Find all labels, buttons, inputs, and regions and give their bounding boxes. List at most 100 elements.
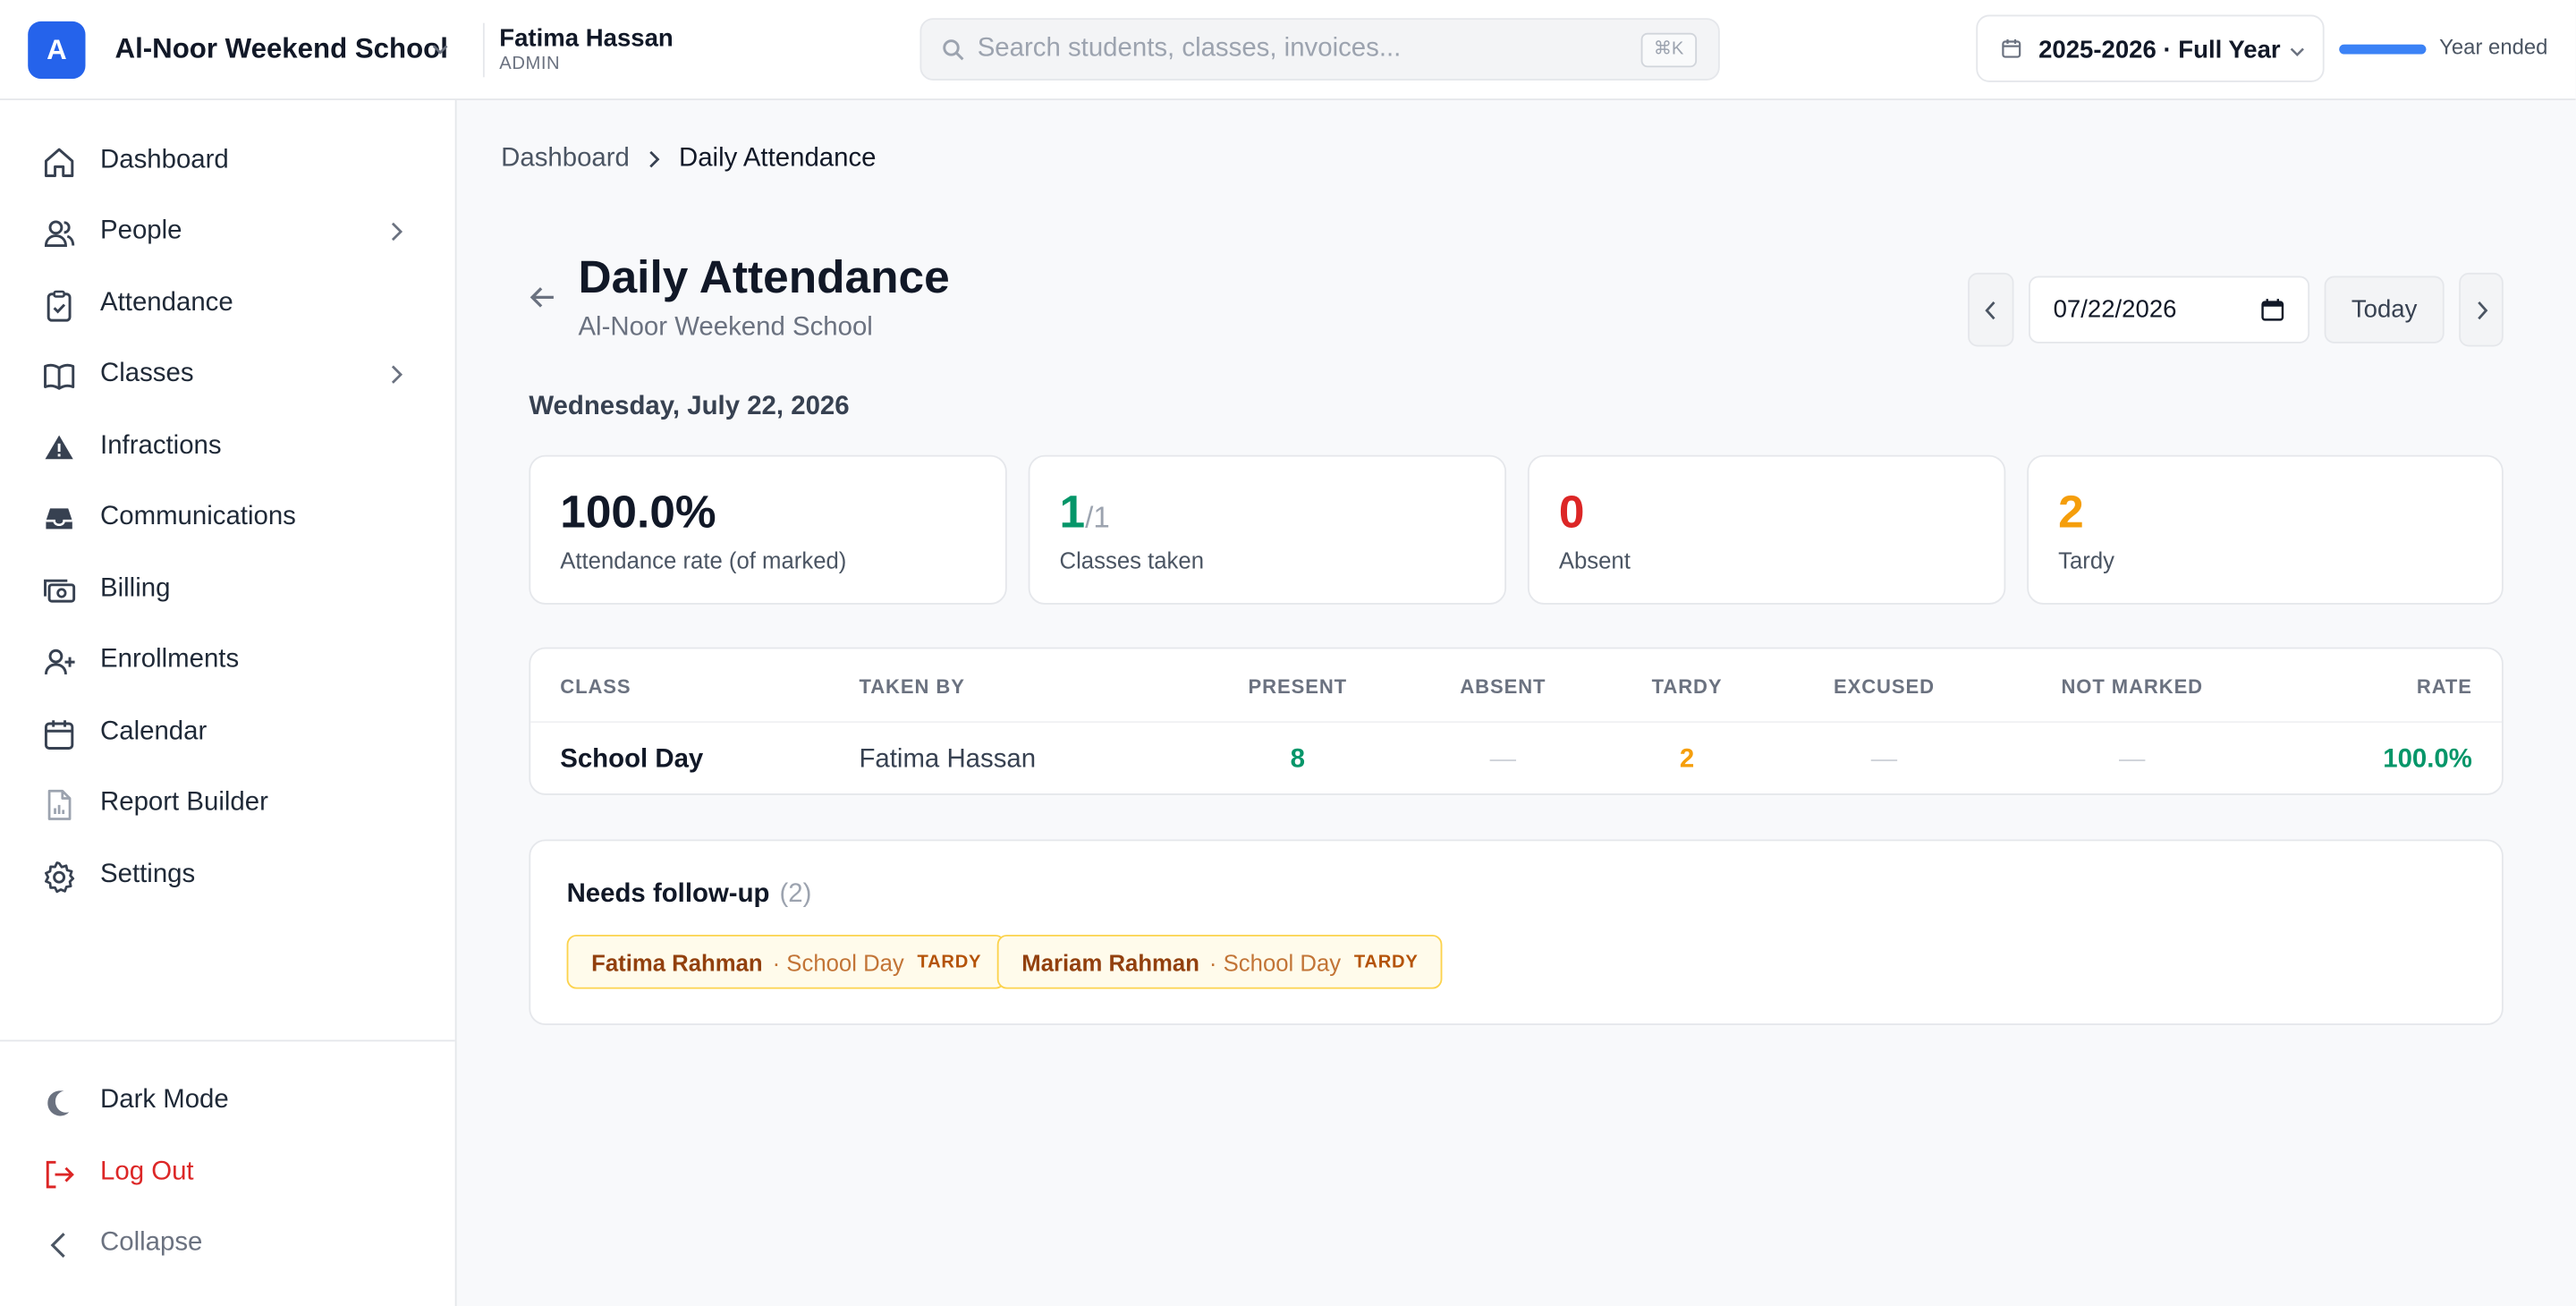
sidebar-item-label: Attendance [100, 289, 233, 318]
stat-denominator: /1 [1085, 501, 1110, 534]
school-switcher-label[interactable]: Al-Noor Weekend School [114, 32, 448, 64]
sidebar-item-calendar[interactable]: Calendar [26, 700, 430, 765]
cell-present: 8 [1290, 745, 1305, 774]
year-progress-fill [2339, 44, 2427, 55]
collapse-sidebar-button[interactable]: Collapse [26, 1210, 430, 1276]
student-name: Mariam Rahman [1021, 948, 1199, 975]
student-class: · School Day [772, 948, 904, 975]
breadcrumb-link-dashboard[interactable]: Dashboard [501, 144, 630, 173]
user-role: ADMIN [499, 54, 561, 74]
search-icon [943, 39, 964, 61]
sidebar-item-people[interactable]: People [26, 199, 430, 264]
search-shortcut-hint: ⌘K [1640, 32, 1698, 68]
stat-number: 2 [2058, 486, 2084, 538]
global-search[interactable]: ⌘K [919, 18, 1720, 81]
search-input[interactable] [977, 20, 1635, 80]
column-header-excused[interactable]: EXCUSED [1833, 674, 1935, 699]
chevron-right-icon [649, 150, 660, 168]
breadcrumb-current: Daily Attendance [678, 144, 877, 173]
chevron-left-icon [1985, 301, 1996, 319]
warning-icon [45, 435, 73, 460]
stat-value: 2 [2058, 487, 2084, 539]
stat-card-classes-taken: 1/1 Classes taken [1028, 454, 1507, 605]
sidebar-item-infractions[interactable]: Infractions [26, 414, 430, 479]
needs-follow-up-card: Needs follow-up (2) Fatima Rahman · Schoo… [529, 839, 2504, 1025]
stat-card-attendance-rate: 100.0% Attendance rate (of marked) [529, 454, 1007, 605]
cell-taken-by: Fatima Hassan [859, 745, 1037, 774]
back-arrow-icon[interactable] [526, 281, 559, 314]
school-logo[interactable]: A [28, 21, 86, 80]
cell-class[interactable]: School Day [560, 745, 704, 774]
today-button[interactable]: Today [2324, 276, 2445, 343]
page-title: Daily Attendance [578, 250, 950, 302]
follow-up-count: (2) [779, 880, 812, 909]
sidebar-item-attendance[interactable]: Attendance [26, 271, 430, 336]
column-header-rate[interactable]: RATE [2416, 674, 2472, 699]
dark-mode-toggle[interactable]: Dark Mode [26, 1068, 430, 1133]
stat-value: 1/1 [1060, 487, 1110, 539]
selected-date-heading: Wednesday, July 22, 2026 [529, 392, 850, 421]
cell-not-marked: — [2119, 745, 2146, 774]
column-header-not-marked[interactable]: NOT MARKED [2061, 674, 2204, 699]
chevron-down-icon [2290, 47, 2304, 57]
school-year-label: 2025-2026 · Full Year [2038, 36, 2281, 64]
stat-value: 100.0% [560, 487, 716, 539]
stat-value: 0 [1559, 487, 1585, 539]
header-divider [482, 22, 485, 78]
clipboard-check-icon [47, 290, 72, 322]
cell-excused: — [1870, 745, 1898, 774]
sidebar-item-label: Infractions [100, 431, 222, 461]
column-header-tardy[interactable]: TARDY [1651, 674, 1723, 699]
stat-card-absent: 0 Absent [1527, 454, 2006, 605]
collapse-label: Collapse [100, 1228, 203, 1257]
sidebar-item-label: Communications [100, 502, 296, 531]
column-header-present[interactable]: PRESENT [1248, 674, 1348, 699]
column-header-taken-by[interactable]: TAKEN BY [859, 674, 965, 699]
sidebar-item-label: Dashboard [100, 146, 229, 174]
sidebar-item-billing[interactable]: Billing [26, 557, 430, 623]
book-open-icon [44, 363, 75, 390]
calendar-icon [2002, 38, 2021, 58]
dark-mode-label: Dark Mode [100, 1085, 229, 1115]
sidebar-item-label: Classes [100, 360, 194, 388]
sidebar-item-enrollments[interactable]: Enrollments [26, 628, 430, 693]
status-badge: TARDY [1353, 952, 1419, 972]
stat-number: 1 [1059, 486, 1086, 538]
follow-up-chip[interactable]: Mariam Rahman · School Day TARDY [996, 934, 1444, 989]
previous-day-button[interactable] [1968, 272, 2014, 347]
gear-icon [45, 861, 75, 894]
stat-label: Attendance rate (of marked) [560, 547, 847, 573]
sidebar-item-settings[interactable]: Settings [26, 843, 430, 908]
sidebar-item-label: Settings [100, 861, 196, 889]
column-header-absent[interactable]: ABSENT [1460, 674, 1546, 699]
follow-up-title: Needs follow-up (2) [567, 880, 812, 910]
sidebar-item-dashboard[interactable]: Dashboard [26, 128, 430, 193]
school-year-select[interactable]: 2025-2026 · Full Year [1976, 14, 2325, 82]
follow-up-chip[interactable]: Fatima Rahman · School Day TARDY [566, 934, 1006, 989]
logout-icon [46, 1160, 74, 1189]
logout-button[interactable]: Log Out [26, 1141, 430, 1206]
calendar-icon [44, 720, 74, 750]
date-picker-input[interactable]: 07/22/2026 [2029, 276, 2310, 343]
cell-tardy: 2 [1679, 745, 1695, 774]
next-day-button[interactable] [2459, 272, 2504, 347]
moon-icon [47, 1090, 70, 1116]
chevron-left-icon [50, 1233, 65, 1259]
sidebar-item-label: People [100, 216, 182, 245]
inbox-icon [46, 508, 72, 530]
student-name: Fatima Rahman [591, 948, 763, 975]
sidebar-item-label: Enrollments [100, 645, 240, 674]
chevron-right-icon [391, 222, 403, 242]
stat-number: 100.0% [560, 486, 716, 538]
sidebar-item-label: Calendar [100, 717, 208, 746]
sidebar-item-classes[interactable]: Classes [26, 342, 430, 407]
table-header-divider [530, 721, 2502, 724]
top-bar: A Al-Noor Weekend School Fatima Hassan A… [0, 0, 2576, 101]
sidebar-item-report-builder[interactable]: Report Builder [26, 770, 430, 835]
column-header-class[interactable]: CLASS [560, 674, 631, 699]
calendar-icon[interactable] [2260, 297, 2285, 322]
date-value: 07/22/2026 [2053, 295, 2177, 324]
sidebar-item-communications[interactable]: Communications [26, 485, 430, 550]
user-name: Fatima Hassan [499, 24, 674, 53]
chevron-down-icon[interactable] [430, 39, 450, 59]
